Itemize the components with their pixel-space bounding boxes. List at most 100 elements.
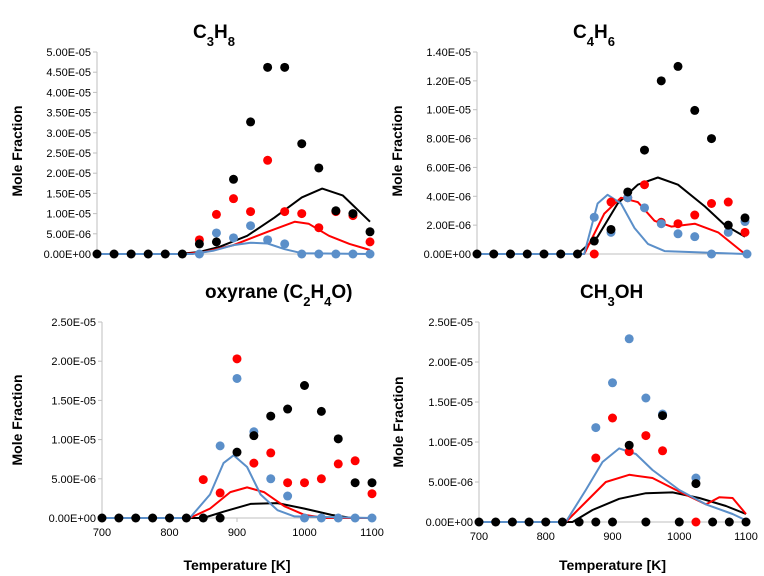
data-point-black <box>350 478 360 488</box>
data-point-red <box>249 458 259 468</box>
data-point-black <box>300 381 309 391</box>
y-tick-label: 1.20E-05 <box>426 76 471 88</box>
x-tick-label: 1000 <box>292 527 316 539</box>
data-point-red <box>333 459 343 469</box>
data-point-black <box>641 517 651 527</box>
data-point-red <box>316 474 326 484</box>
data-point-black <box>249 431 259 441</box>
data-point-black <box>491 517 501 527</box>
data-point-blue <box>263 235 273 245</box>
data-point-black <box>573 249 582 259</box>
y-axis-label: Mole Fraction <box>389 105 405 196</box>
data-point-blue <box>350 513 360 523</box>
data-point-black <box>114 513 124 523</box>
x-tick-label: 1000 <box>667 531 691 543</box>
data-point-red <box>589 249 599 259</box>
data-point-black <box>367 478 377 488</box>
chart-title: oxyrane (C2H4O) <box>205 282 353 309</box>
y-tick-label: 1.40E-05 <box>426 47 471 59</box>
data-point-red <box>266 448 276 458</box>
data-point-black <box>263 62 273 72</box>
data-point-black <box>165 513 174 523</box>
y-tick-label: 8.00E-06 <box>426 134 471 146</box>
y-tick-label: 5.00E-05 <box>46 47 91 59</box>
data-point-blue <box>641 393 651 403</box>
data-point-black <box>656 76 666 86</box>
data-point-blue <box>314 249 324 259</box>
data-point-blue <box>624 334 634 344</box>
data-point-black <box>522 249 532 259</box>
data-point-black <box>708 517 718 527</box>
data-point-blue <box>707 249 716 259</box>
data-point-black <box>266 411 276 421</box>
data-point-black <box>297 139 307 149</box>
series-line-red <box>102 486 372 519</box>
data-point-blue <box>348 249 358 259</box>
data-point-black <box>539 249 549 259</box>
data-point-black <box>723 220 733 230</box>
y-tick-label: 2.50E-05 <box>46 148 91 160</box>
data-point-red <box>215 488 225 498</box>
data-point-black <box>690 105 700 115</box>
y-tick-label: 2.50E-05 <box>428 317 473 329</box>
data-point-blue <box>215 441 225 451</box>
data-point-red <box>300 478 309 488</box>
y-tick-label: 0.00E+00 <box>49 513 96 525</box>
data-point-red <box>740 227 750 237</box>
data-point-red <box>367 489 377 499</box>
data-point-black <box>474 517 484 527</box>
data-point-blue <box>266 474 276 484</box>
data-point-red <box>624 447 634 457</box>
x-tick-label: 900 <box>603 531 621 543</box>
data-point-blue <box>300 513 309 523</box>
data-point-black <box>365 227 375 237</box>
y-tick-label: 0.00E+00 <box>44 249 91 261</box>
data-point-blue <box>194 249 204 259</box>
data-point-black <box>707 134 716 144</box>
data-point-black <box>109 249 119 259</box>
chart-panel-3: oxyrane (C2H4O) Mole Fraction Temperature … <box>9 282 384 573</box>
data-point-red <box>691 517 701 527</box>
chart-panel-1: C3H8 Mole Fraction 0.00E+00 5.00E-06 1.00E-0… <box>9 22 375 261</box>
data-point-black <box>198 513 208 523</box>
y-tick-label: 6.00E-06 <box>426 162 471 174</box>
data-point-blue <box>280 239 290 249</box>
data-point-blue <box>211 228 221 238</box>
data-point-blue <box>640 203 649 213</box>
data-point-black <box>181 513 191 523</box>
data-point-black <box>557 517 567 527</box>
data-point-red <box>297 209 307 219</box>
y-tick-label: 3.50E-05 <box>46 108 91 120</box>
y-tick-label: 5.00E-06 <box>51 474 96 486</box>
data-point-red <box>658 446 668 456</box>
data-point-red <box>246 207 256 217</box>
data-point-red <box>707 199 716 208</box>
data-point-black <box>574 517 584 527</box>
y-tick-label: 1.50E-05 <box>46 188 91 200</box>
x-tick-label: 700 <box>470 531 488 543</box>
data-point-black <box>623 187 633 197</box>
data-point-blue <box>333 513 343 523</box>
x-tick-label: 1100 <box>360 527 384 539</box>
data-point-red <box>198 475 208 485</box>
data-point-blue <box>283 491 293 501</box>
series-line-blue <box>479 447 747 523</box>
data-point-red <box>723 197 733 207</box>
data-point-red <box>690 210 700 220</box>
data-point-black <box>741 517 751 527</box>
data-point-blue <box>229 233 238 243</box>
series-line-blue <box>97 241 371 255</box>
y-tick-label: 5.00E-06 <box>46 229 91 241</box>
data-point-red <box>229 194 238 204</box>
y-axis-label: Mole Fraction <box>9 105 25 196</box>
data-point-black <box>506 249 515 259</box>
data-point-black <box>472 249 482 259</box>
data-point-red <box>365 237 375 247</box>
y-tick-label: 1.50E-05 <box>51 395 96 407</box>
y-tick-label: 2.00E-05 <box>428 357 473 369</box>
series-line-blue <box>102 454 373 519</box>
y-tick-label: 0.00E+00 <box>426 517 473 529</box>
data-point-black <box>724 517 734 527</box>
data-point-red <box>280 207 290 217</box>
data-point-black <box>691 479 701 489</box>
